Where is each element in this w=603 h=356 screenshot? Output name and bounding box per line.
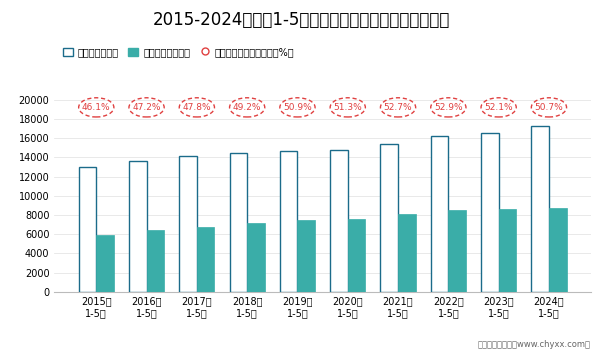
Text: 52.9%: 52.9%: [434, 103, 463, 112]
Bar: [280, 151, 297, 292]
Text: 制图：智研咨询（www.chyxx.com）: 制图：智研咨询（www.chyxx.com）: [478, 340, 591, 349]
Bar: [147, 230, 164, 292]
Bar: [96, 235, 114, 292]
Text: 49.2%: 49.2%: [233, 103, 262, 112]
Bar: [297, 220, 315, 292]
Bar: [431, 136, 449, 292]
Text: 50.7%: 50.7%: [535, 103, 563, 112]
Bar: [179, 156, 197, 292]
Bar: [348, 219, 365, 292]
Bar: [230, 152, 247, 292]
Text: 2015-2024年各年1-5月造纸和纸制品业企业资产统计图: 2015-2024年各年1-5月造纸和纸制品业企业资产统计图: [153, 11, 450, 29]
Text: 47.8%: 47.8%: [183, 103, 211, 112]
Text: 51.3%: 51.3%: [333, 103, 362, 112]
Legend: 总资产（亿元）, 流动资产（亿元）, 流动资产占总资产比率（%）: 总资产（亿元）, 流动资产（亿元）, 流动资产占总资产比率（%）: [59, 43, 298, 61]
Text: 47.2%: 47.2%: [132, 103, 161, 112]
Bar: [129, 161, 147, 292]
Text: 50.9%: 50.9%: [283, 103, 312, 112]
Text: 46.1%: 46.1%: [82, 103, 110, 112]
Bar: [380, 144, 398, 292]
Bar: [197, 227, 215, 292]
Text: 52.7%: 52.7%: [384, 103, 412, 112]
Bar: [330, 150, 348, 292]
Text: 52.1%: 52.1%: [484, 103, 513, 112]
Bar: [481, 134, 499, 292]
Bar: [531, 126, 549, 292]
Bar: [499, 209, 516, 292]
Bar: [78, 167, 96, 292]
Bar: [398, 214, 415, 292]
Bar: [247, 223, 265, 292]
Bar: [549, 208, 567, 292]
Bar: [449, 210, 466, 292]
